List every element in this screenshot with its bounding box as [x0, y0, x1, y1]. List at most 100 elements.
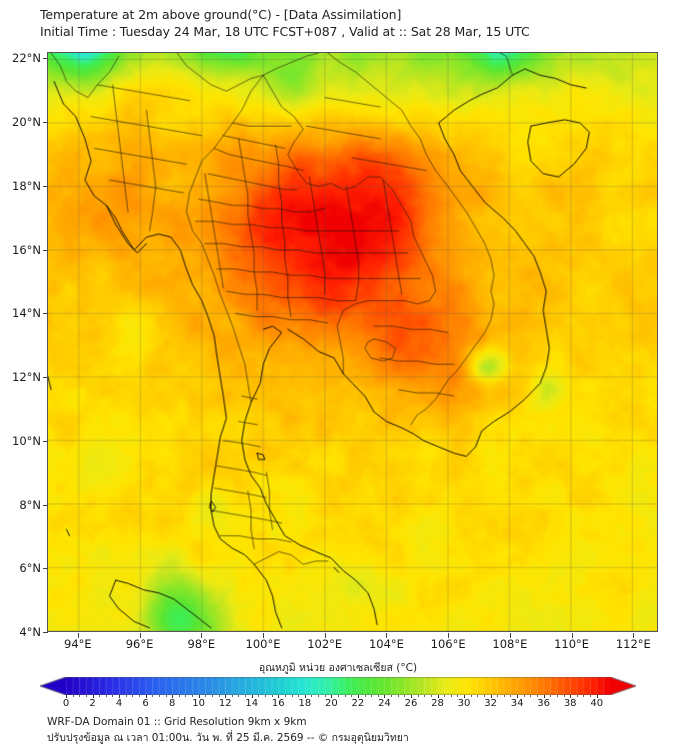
- colorbar-minor-tick: [238, 695, 240, 697]
- colorbar-minor-tick: [258, 695, 260, 697]
- x-tick-mark: [263, 633, 264, 638]
- colorbar-minor-tick: [503, 695, 505, 697]
- x-tick-label: 110°E: [554, 637, 590, 651]
- colorbar-tick-label: 4: [115, 698, 123, 709]
- colorbar-minor-tick: [245, 695, 247, 697]
- colorbar-minor-tick: [112, 695, 114, 697]
- colorbar-minor-tick: [158, 695, 160, 697]
- colorbar-minor-tick: [165, 695, 167, 697]
- colorbar-tick-mark: [66, 695, 67, 698]
- x-tick-label: 98°E: [187, 637, 216, 651]
- y-tick-mark: [43, 440, 48, 442]
- colorbar-minor-tick: [583, 695, 585, 697]
- colorbar-tick-mark: [384, 695, 386, 698]
- colorbar-minor-tick: [477, 695, 479, 697]
- colorbar-minor-tick: [324, 695, 326, 697]
- colorbar-minor-tick: [483, 695, 485, 697]
- colorbar-minor-tick: [563, 695, 565, 697]
- title-line-1: Temperature at 2m above ground(°C) - [Da…: [40, 7, 402, 22]
- colorbar-minor-tick: [397, 695, 399, 697]
- colorbar-minor-tick: [556, 695, 558, 697]
- colorbar-tick-mark: [357, 695, 359, 698]
- colorbar-minor-tick: [192, 695, 194, 697]
- colorbar-minor-tick: [530, 695, 532, 697]
- colorbar-tick-label: 38: [563, 698, 577, 709]
- colorbar-minor-tick: [99, 695, 101, 697]
- y-tick-label: 8°N: [19, 497, 41, 512]
- colorbar-tick-mark: [464, 695, 466, 698]
- colorbar-tick-mark: [517, 695, 519, 698]
- colorbar-minor-tick: [364, 695, 366, 697]
- colorbar-tick-mark: [596, 695, 598, 698]
- colorbar-tick-mark: [410, 695, 412, 698]
- colorbar-minor-tick: [550, 695, 552, 697]
- x-tick-label: 96°E: [125, 637, 154, 651]
- colorbar-tick-mark: [278, 695, 280, 698]
- colorbar-minor-tick: [338, 695, 339, 697]
- y-tick-mark: [43, 568, 48, 570]
- colorbar-minor-tick: [377, 695, 379, 697]
- colorbar-tick-mark: [543, 695, 545, 698]
- colorbar-tick-label: 20: [324, 698, 338, 709]
- colorbar-minor-tick: [72, 695, 74, 697]
- colorbar-minor-tick: [178, 695, 180, 697]
- colorbar-tick-mark: [225, 695, 227, 698]
- colorbar-gradient-canvas: [40, 677, 636, 695]
- x-tick-mark: [448, 633, 450, 638]
- x-tick-mark: [139, 633, 141, 638]
- y-axis: 4°N 6°N 8°N 10°N 12°N 14°N 16°N 18°N 20°N 22°N: [0, 0, 41, 756]
- colorbar-tick-label: 18: [298, 698, 312, 709]
- y-tick-label: 10°N: [12, 433, 41, 448]
- y-tick-mark: [43, 504, 48, 506]
- y-tick-mark: [43, 122, 48, 124]
- colorbar-minor-tick: [218, 695, 220, 697]
- colorbar-ticks: 0 2 4 6 8 10 12 14 16 18 20 22 24 26 28 30 32 34 36 38 40: [40, 695, 636, 711]
- colorbar-tick-mark: [198, 695, 200, 698]
- colorbar-minor-tick: [205, 695, 207, 697]
- y-tick-mark: [43, 632, 48, 633]
- colorbar-tick-mark: [304, 695, 306, 698]
- y-tick-label: 18°N: [12, 178, 41, 193]
- colorbar-minor-tick: [318, 695, 320, 697]
- colorbar-tick-label: 12: [218, 698, 232, 709]
- colorbar-tick-label: 10: [192, 698, 206, 709]
- colorbar-tick-mark: [437, 695, 439, 698]
- colorbar-minor-tick: [132, 695, 134, 697]
- colorbar-minor-tick: [497, 695, 499, 697]
- colorbar-tick-mark: [172, 695, 174, 698]
- colorbar-minor-tick: [430, 695, 432, 697]
- x-tick-mark: [386, 633, 388, 638]
- colorbar-minor-tick: [576, 695, 578, 697]
- colorbar-minor-tick: [291, 695, 293, 697]
- footer-line-1: WRF-DA Domain 01 :: Grid Resolution 9km …: [47, 716, 307, 728]
- colorbar-tick-mark: [119, 695, 121, 698]
- colorbar-minor-tick: [211, 695, 213, 697]
- colorbar-minor-tick: [284, 695, 286, 697]
- colorbar-tick-label: 26: [404, 698, 418, 709]
- colorbar-minor-tick: [79, 695, 81, 697]
- colorbar-tick-label: 30: [457, 698, 471, 709]
- colorbar-minor-tick: [152, 695, 154, 697]
- colorbar-minor-tick: [85, 695, 87, 697]
- footer-block: WRF-DA Domain 01 :: Grid Resolution 9km …: [47, 714, 647, 746]
- colorbar-tick-label: 36: [537, 698, 551, 709]
- colorbar-minor-tick: [185, 695, 187, 697]
- colorbar-minor-tick: [424, 695, 426, 697]
- y-tick-label: 4°N: [19, 625, 41, 639]
- colorbar-tick-label: 24: [378, 698, 391, 709]
- colorbar-minor-tick: [444, 695, 446, 697]
- colorbar-minor-tick: [523, 695, 525, 697]
- colorbar-tick-label: 2: [89, 698, 96, 709]
- colorbar-minor-tick: [510, 695, 512, 697]
- y-tick-label: 16°N: [12, 242, 41, 257]
- colorbar-tick-label: 14: [245, 698, 259, 709]
- colorbar-tick-mark: [331, 695, 333, 698]
- y-tick-label: 14°N: [12, 306, 41, 321]
- y-tick-mark: [43, 185, 48, 187]
- x-tick-label: 112°E: [615, 637, 651, 651]
- y-tick-mark: [43, 58, 48, 60]
- y-tick-mark: [43, 313, 48, 315]
- colorbar-minor-tick: [371, 695, 373, 697]
- footer-line-2: ปรับปรุงข้อมูล ณ เวลา 01:00น. วัน พ. ที่…: [47, 732, 409, 744]
- colorbar-minor-tick: [417, 695, 419, 697]
